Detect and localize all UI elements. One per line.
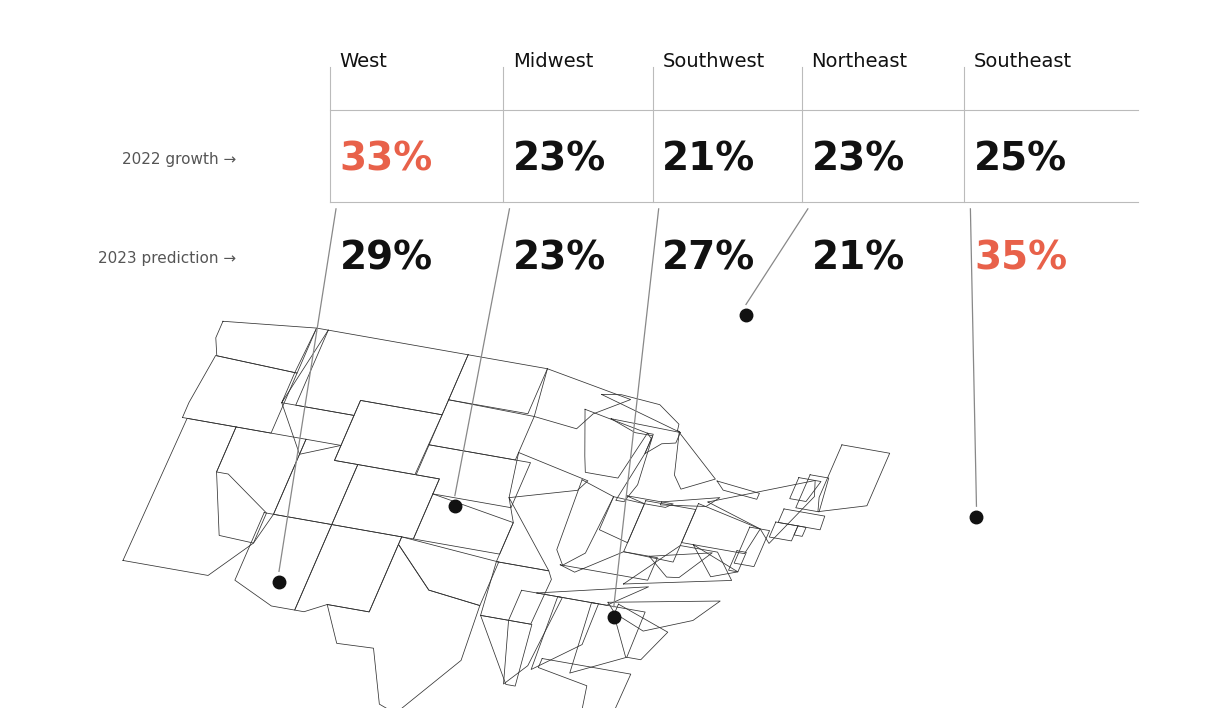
Text: West: West [340,52,387,71]
Text: 33%: 33% [340,140,433,178]
Text: 2022 growth →: 2022 growth → [123,152,237,167]
Text: Southwest: Southwest [662,52,764,71]
Text: 23%: 23% [811,140,905,178]
Text: 35%: 35% [974,239,1067,278]
Text: Southeast: Southeast [974,52,1072,71]
Text: 23%: 23% [513,140,606,178]
Text: Northeast: Northeast [811,52,907,71]
Text: 23%: 23% [513,239,606,278]
Text: 21%: 21% [662,140,756,178]
Text: 29%: 29% [340,239,433,278]
Text: Midwest: Midwest [513,52,593,71]
Text: 2023 prediction →: 2023 prediction → [98,251,237,266]
Text: 25%: 25% [974,140,1067,178]
Text: 21%: 21% [811,239,905,278]
Text: 27%: 27% [662,239,756,278]
